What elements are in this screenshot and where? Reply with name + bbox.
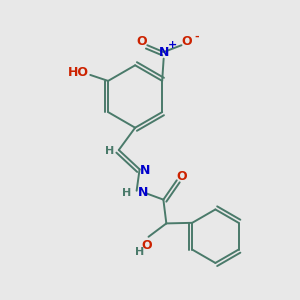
Text: -: - xyxy=(195,31,199,41)
Text: N: N xyxy=(138,186,148,199)
Text: O: O xyxy=(177,170,188,183)
Text: H: H xyxy=(105,146,115,157)
Text: H: H xyxy=(122,188,132,198)
Text: O: O xyxy=(182,35,192,48)
Text: O: O xyxy=(136,35,147,48)
Text: H: H xyxy=(135,247,144,257)
Text: O: O xyxy=(142,238,152,252)
Text: HO: HO xyxy=(68,66,89,79)
Text: N: N xyxy=(158,46,169,59)
Text: N: N xyxy=(140,164,150,177)
Text: +: + xyxy=(168,40,177,50)
